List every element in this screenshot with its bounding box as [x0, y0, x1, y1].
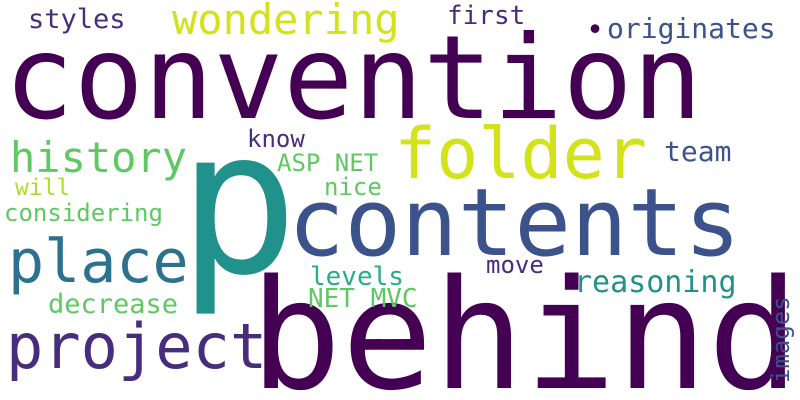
word-history: history: [10, 133, 187, 182]
word-place: place: [8, 227, 189, 297]
word-first: first: [447, 1, 525, 31]
word-p: p: [178, 87, 298, 320]
word-contents: contents: [288, 169, 741, 278]
word-styles: styles: [28, 4, 126, 35]
word-wondering: wondering: [172, 0, 400, 44]
word-project: project: [6, 310, 267, 383]
word-move: move: [486, 251, 544, 279]
word-nice: nice: [324, 173, 382, 201]
word-images: images: [767, 296, 795, 383]
word-folder: folder: [394, 113, 647, 195]
word-dot: •: [586, 13, 604, 48]
word-levels: levels: [310, 262, 404, 292]
word-considering: considering: [4, 199, 163, 227]
word-convention: convention: [4, 11, 702, 146]
word-behind: behind: [250, 247, 799, 400]
word-net-mvc: NET MVC: [308, 284, 418, 314]
word-decrease: decrease: [48, 289, 178, 320]
word-asp-net: ASP NET: [277, 149, 378, 177]
word-originates: originates: [607, 12, 776, 45]
word-team: team: [664, 135, 731, 168]
word-reasoning: reasoning: [574, 265, 737, 300]
word-will: will: [15, 175, 70, 201]
word-know: know: [247, 125, 305, 153]
